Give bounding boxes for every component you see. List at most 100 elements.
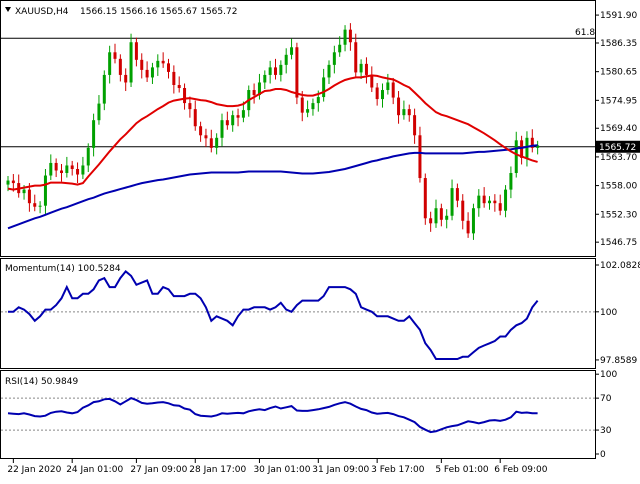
candle[interactable] [343, 25, 347, 52]
candle[interactable] [375, 82, 379, 106]
candle[interactable] [322, 68, 326, 102]
candle[interactable] [509, 166, 513, 199]
candle[interactable] [498, 194, 502, 216]
candle[interactable] [129, 33, 133, 88]
candle[interactable] [177, 76, 181, 93]
candle[interactable] [33, 194, 37, 212]
candle[interactable] [257, 73, 261, 100]
candle[interactable] [348, 23, 352, 51]
candle[interactable] [418, 126, 422, 183]
candle[interactable] [134, 37, 138, 67]
candle[interactable] [65, 156, 69, 178]
candle[interactable] [439, 203, 443, 227]
candle[interactable] [450, 179, 454, 221]
candle[interactable] [193, 100, 197, 131]
candle[interactable] [274, 58, 277, 80]
candle[interactable] [81, 156, 85, 180]
candle[interactable] [263, 70, 267, 90]
collapse-triangle-icon[interactable] [5, 7, 11, 12]
candle[interactable] [429, 211, 433, 232]
candle[interactable] [108, 45, 112, 84]
candle[interactable] [284, 48, 288, 74]
candle[interactable] [413, 108, 417, 144]
candle[interactable] [338, 36, 342, 57]
candle-body [274, 67, 277, 75]
candle[interactable] [204, 128, 208, 147]
candle[interactable] [188, 96, 192, 118]
candle[interactable] [477, 189, 481, 217]
candle[interactable] [306, 100, 310, 118]
candle[interactable] [482, 187, 486, 208]
candle[interactable] [225, 111, 229, 130]
candle[interactable] [199, 121, 203, 142]
candle[interactable] [156, 54, 160, 76]
candle[interactable] [279, 60, 283, 82]
candle[interactable] [370, 66, 374, 93]
candle[interactable] [145, 61, 149, 82]
candle[interactable] [231, 110, 235, 132]
candle[interactable] [434, 199, 438, 228]
candle[interactable] [92, 113, 96, 157]
candle[interactable] [407, 104, 411, 122]
candle[interactable] [54, 158, 58, 178]
candle[interactable] [290, 38, 294, 60]
candle[interactable] [520, 135, 524, 165]
candle[interactable] [161, 52, 165, 68]
candle[interactable] [423, 173, 427, 225]
candle[interactable] [525, 131, 529, 167]
candle[interactable] [167, 58, 170, 79]
candle[interactable] [49, 154, 53, 181]
candle[interactable] [402, 100, 406, 120]
candle[interactable] [381, 83, 384, 108]
candle[interactable] [386, 73, 390, 95]
candle[interactable] [70, 160, 74, 176]
candle-body [509, 173, 513, 190]
candle[interactable] [536, 140, 540, 155]
candle[interactable] [118, 54, 122, 82]
candle[interactable] [295, 42, 299, 105]
candle[interactable] [102, 70, 106, 111]
candle[interactable] [268, 60, 272, 84]
candle[interactable] [113, 43, 117, 64]
candle[interactable] [397, 91, 401, 124]
candle[interactable] [471, 203, 475, 240]
candle[interactable] [466, 212, 470, 238]
candle[interactable] [236, 108, 240, 127]
candle[interactable] [215, 133, 219, 155]
candle[interactable] [455, 183, 459, 208]
candle[interactable] [209, 129, 213, 153]
candle[interactable] [461, 194, 465, 230]
candle[interactable] [27, 183, 31, 212]
candle[interactable] [332, 45, 336, 74]
candle[interactable] [220, 113, 224, 147]
candle[interactable] [488, 196, 491, 210]
candles-group[interactable] [6, 23, 540, 240]
candle[interactable] [359, 59, 363, 79]
candle[interactable] [86, 143, 90, 173]
candle[interactable] [354, 33, 358, 77]
candle[interactable] [311, 98, 315, 116]
candle[interactable] [300, 91, 304, 122]
candle[interactable] [38, 201, 42, 214]
candle[interactable] [493, 194, 497, 212]
candle[interactable] [391, 77, 395, 105]
candle[interactable] [43, 168, 47, 215]
candle[interactable] [445, 209, 449, 229]
candle[interactable] [504, 185, 508, 218]
candle[interactable] [530, 129, 534, 153]
candle[interactable] [172, 65, 176, 94]
candle[interactable] [327, 60, 331, 84]
candle[interactable] [76, 162, 80, 184]
candle[interactable] [150, 62, 154, 84]
candle[interactable] [97, 95, 101, 125]
candle-body [65, 165, 69, 174]
candle[interactable] [364, 57, 368, 84]
candle[interactable] [124, 68, 128, 92]
candle[interactable] [183, 83, 187, 110]
candle[interactable] [60, 163, 63, 182]
candle[interactable] [140, 53, 144, 79]
candle[interactable] [252, 83, 256, 104]
candle[interactable] [17, 174, 21, 198]
